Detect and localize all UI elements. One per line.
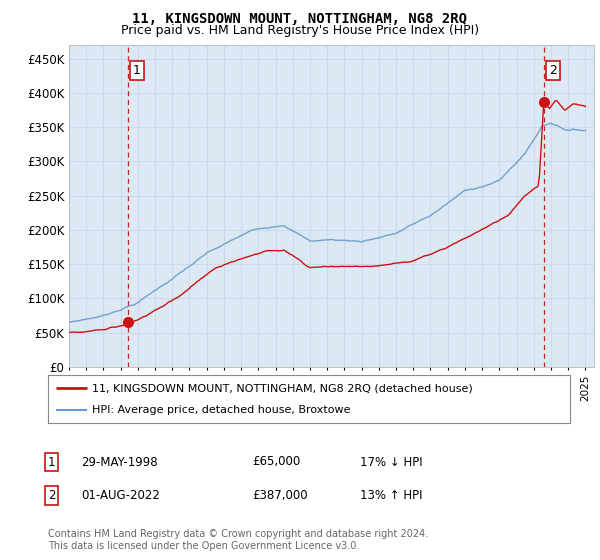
Text: 11, KINGSDOWN MOUNT, NOTTINGHAM, NG8 2RQ (detached house): 11, KINGSDOWN MOUNT, NOTTINGHAM, NG8 2RQ… xyxy=(92,383,473,393)
Text: 2: 2 xyxy=(48,489,56,502)
Text: 01-AUG-2022: 01-AUG-2022 xyxy=(81,489,160,502)
Text: 11, KINGSDOWN MOUNT, NOTTINGHAM, NG8 2RQ: 11, KINGSDOWN MOUNT, NOTTINGHAM, NG8 2RQ xyxy=(133,12,467,26)
Text: 2: 2 xyxy=(549,64,557,77)
Text: HPI: Average price, detached house, Broxtowe: HPI: Average price, detached house, Brox… xyxy=(92,405,351,415)
Text: Price paid vs. HM Land Registry's House Price Index (HPI): Price paid vs. HM Land Registry's House … xyxy=(121,24,479,36)
Text: 29-MAY-1998: 29-MAY-1998 xyxy=(81,455,158,469)
Text: £387,000: £387,000 xyxy=(252,489,308,502)
Text: 1: 1 xyxy=(133,64,141,77)
Text: 1: 1 xyxy=(48,455,56,469)
Text: Contains HM Land Registry data © Crown copyright and database right 2024.
This d: Contains HM Land Registry data © Crown c… xyxy=(48,529,428,551)
Text: 17% ↓ HPI: 17% ↓ HPI xyxy=(360,455,422,469)
Text: 13% ↑ HPI: 13% ↑ HPI xyxy=(360,489,422,502)
Text: £65,000: £65,000 xyxy=(252,455,300,469)
